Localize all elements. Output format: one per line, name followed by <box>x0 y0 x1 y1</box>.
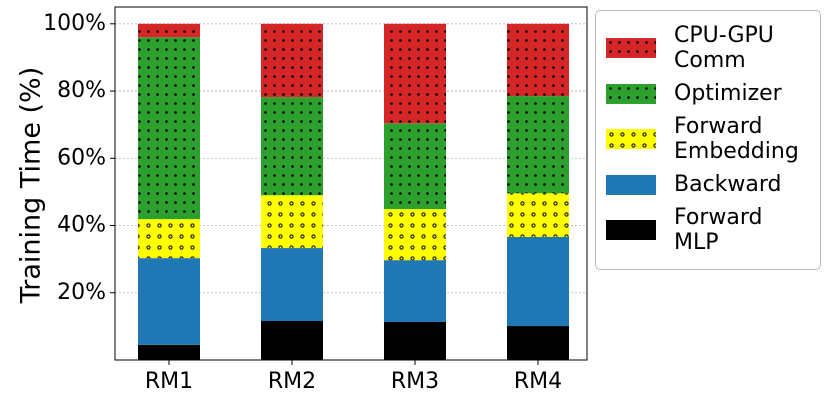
bar-segment <box>507 326 569 360</box>
legend-swatch <box>606 38 656 58</box>
bar-segment <box>384 23 446 124</box>
bar-segment <box>507 23 569 97</box>
bar-segment <box>261 195 323 249</box>
bar-segment <box>138 219 200 259</box>
legend-swatch <box>606 129 656 149</box>
plot-frame <box>114 6 588 361</box>
bar-segment <box>138 344 200 360</box>
bar-segment <box>507 193 569 237</box>
legend-label: Optimizer <box>674 81 782 106</box>
x-tick-label: RM1 <box>145 369 193 394</box>
y-tick-label: 40% <box>57 213 106 238</box>
swatch <box>606 220 656 240</box>
bar-segment <box>384 123 446 210</box>
legend-item: Optimizer <box>606 81 810 106</box>
x-tick-label: RM2 <box>268 369 316 394</box>
bar-segment <box>138 23 200 38</box>
bar-segment <box>138 258 200 345</box>
legend-label: Forward MLP <box>674 205 763 255</box>
legend-swatch <box>606 83 656 104</box>
bar-segment <box>384 260 446 323</box>
legend-swatch <box>606 220 656 240</box>
x-tick-label: RM4 <box>514 369 562 394</box>
swatch <box>606 174 656 195</box>
swatch <box>606 38 656 58</box>
legend-item: CPU-GPU Comm <box>606 23 810 73</box>
legend-item: Forward MLP <box>606 205 810 255</box>
y-tick-label: 80% <box>57 78 106 103</box>
x-tick-label: RM3 <box>391 369 439 394</box>
legend-label: Forward Embedding <box>674 114 799 164</box>
legend-label: Backward <box>674 172 782 197</box>
y-axis-label: Training Time (%) <box>16 67 47 305</box>
bar-segment <box>507 96 569 194</box>
bar-segment <box>384 209 446 261</box>
swatch <box>606 83 656 104</box>
legend-item: Forward Embedding <box>606 114 810 164</box>
bar-segment <box>261 97 323 196</box>
legend-label: CPU-GPU Comm <box>674 23 774 73</box>
bar-segment <box>138 37 200 220</box>
legend-swatch <box>606 174 656 195</box>
legend-item: Backward <box>606 172 810 197</box>
bar-segment <box>507 236 569 327</box>
bar-segment <box>261 248 323 322</box>
bar-segment <box>261 321 323 360</box>
swatch <box>606 129 656 149</box>
legend: CPU-GPU Comm Optimizer Forward Embedding Ba… <box>595 10 821 270</box>
y-tick-label: 100% <box>43 11 106 36</box>
bar-segment <box>261 23 323 98</box>
bar-segment <box>384 322 446 360</box>
y-tick-label: 60% <box>57 145 106 170</box>
y-tick-label: 20% <box>57 280 106 305</box>
